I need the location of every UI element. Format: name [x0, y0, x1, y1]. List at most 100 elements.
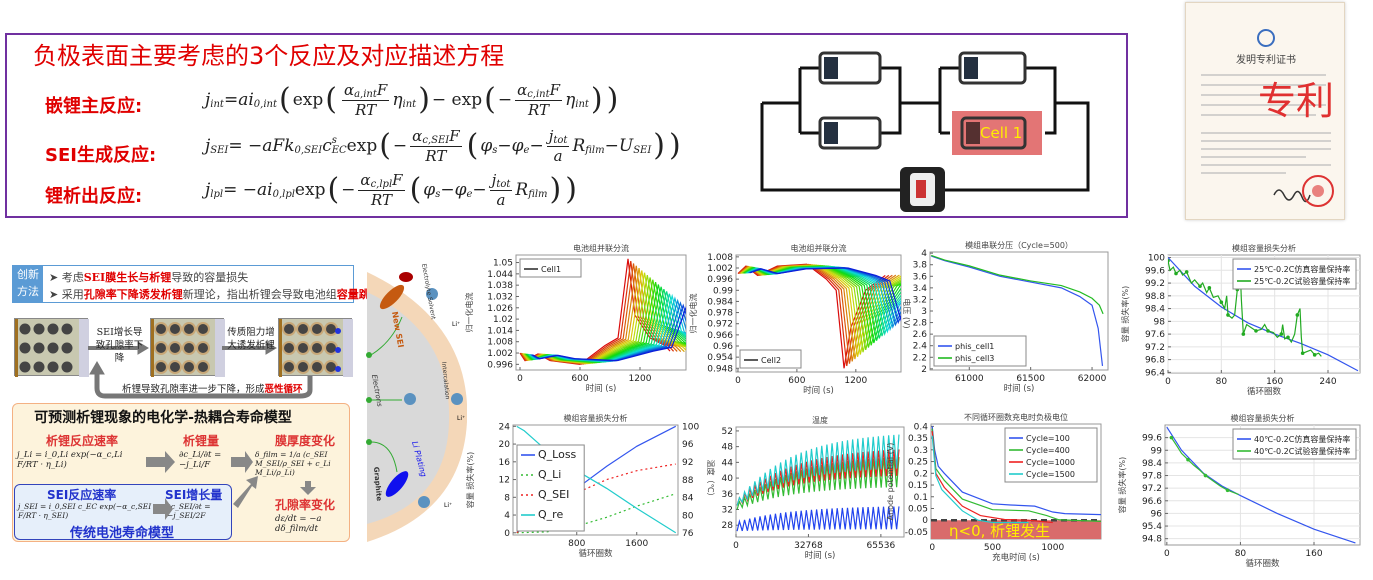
legend-label: Cycle=1000: [1026, 458, 1075, 467]
x-tick-label: 160: [1266, 377, 1283, 387]
legend-label: 40℃-0.2C试验容量保持率: [1254, 446, 1350, 456]
electrode-particles: [15, 319, 89, 377]
y-tick-label: 4: [921, 249, 927, 259]
reaction-label-intercalation: 嵌锂主反应:: [45, 96, 143, 117]
patent-certificate: 发明专利证书: [1185, 2, 1345, 220]
li-plating-icon: [385, 471, 409, 497]
chart-8: 0 80 160 94.8 95.4 96 96.6 97.2 97.8 98.4 99 99.6 模组…: [1117, 413, 1361, 569]
x-axis-label: 循环圈数: [1245, 558, 1280, 569]
x-tick-label: 80: [1235, 549, 1247, 559]
legend-box: [519, 258, 582, 278]
y-tick-label: 0.2: [914, 469, 928, 479]
plating-region: [931, 520, 1101, 539]
legend: Cell1: [519, 258, 582, 278]
y-tick-label: 3.6: [913, 272, 928, 282]
y-tick-label: 0.996: [707, 275, 733, 285]
y-tick-label: 3: [921, 307, 927, 317]
page-title: 负极表面主要考虑的3个反应及对应描述方程: [33, 42, 505, 70]
legend-label: Q_Loss: [538, 448, 577, 461]
data-marker: [1198, 284, 1202, 289]
data-marker: [1279, 332, 1284, 336]
battery-icon: [958, 51, 1027, 85]
series-group: [736, 434, 900, 532]
y-tick-label: 1.032: [487, 292, 513, 302]
series-curve: [737, 263, 886, 369]
x-tick-label: 61000: [955, 374, 984, 384]
y-right-tick-label: 76: [682, 529, 694, 539]
x-tick-label: 600: [571, 374, 588, 384]
series-group: [1166, 426, 1356, 544]
battery-circuit-diagram: Cell 1: [760, 51, 1090, 212]
y-tick-label: 2.2: [913, 353, 927, 363]
y-tick-label: 0.978: [707, 309, 733, 319]
y-tick-label: 1.026: [487, 304, 513, 314]
x-tick-label: 1600: [625, 539, 648, 549]
y-right-tick-label: 100: [682, 422, 699, 432]
reactions-panel: [5, 33, 1128, 218]
patent-document-image: 发明专利证书: [1201, 29, 1334, 207]
legend-box: [516, 444, 585, 532]
series-40℃-0.2C仿真容量保持率: [1166, 426, 1356, 544]
innovation-text: 导致的容量损失: [171, 271, 249, 284]
arrow-icon: [300, 481, 316, 495]
series-40℃-0.2C试验容量保持率: [1170, 437, 1239, 496]
y-axis-label: Anode potential (V): [886, 443, 895, 521]
legend: 40℃-0.2C仿真容量保持率 40℃-0.2C试验容量保持率: [1232, 428, 1357, 460]
plating-annotation: η<0, 析锂发生: [949, 522, 1050, 540]
legend-label: Q_re: [538, 508, 563, 521]
chart-3: 61000 61500 62000 2 2.22.4 2.62.8 3 3.23.4 3.63.…: [913, 240, 1109, 394]
legend: Cycle=100 Cycle=400 Cycle=1000 Cycle=1500: [1004, 427, 1098, 483]
data-marker: [1186, 457, 1190, 462]
model-arrows: [146, 451, 316, 520]
y-tick-label: 0.996: [487, 360, 513, 370]
y-tick-label: 99.6: [1145, 266, 1165, 276]
x-tick-label: 1200: [629, 374, 652, 384]
series-Q_Li: [516, 493, 676, 534]
y-tick-label: 0.966: [707, 331, 733, 341]
chart-4: 0 80 160 240 96.4 96.8 97.2 97.6 98 98.4 98.8 99.2 9…: [1120, 243, 1361, 397]
y-tick-label: 1.008: [487, 338, 513, 348]
x-tick-label: 0: [517, 374, 523, 384]
chart-5: 800 1600 0 4 8 12 16 20 24 76 80 84 88 92 96 100 模组容量损失分…: [465, 413, 716, 559]
y-axis-label: 容量 损失率(%): [465, 452, 475, 508]
x-axis-label: 充电时间 (s): [992, 552, 1040, 563]
step-label-plating: 传质阻力增大诱发析锂: [227, 327, 275, 351]
legend-label: 25℃-0.2C仿真容量保持率: [1254, 264, 1350, 274]
y-tick-label: 12: [499, 476, 510, 486]
innovation-text: SEI膜生长与析锂: [83, 271, 172, 284]
x-tick-label: 160: [1305, 549, 1322, 559]
electrode-state-initial: [14, 318, 89, 377]
y-tick-label: 98.4: [1142, 459, 1162, 469]
y-tick-label: 1.05: [493, 259, 513, 269]
y-axis-label: 容量 损失率(%): [1120, 286, 1130, 342]
x-tick-label: 32768: [794, 541, 823, 551]
y-axis-label-right: 电压 (V): [902, 298, 912, 328]
y-tick-label: 1.002: [487, 349, 513, 359]
y-tick-label: 0.05: [908, 504, 928, 514]
x-tick-label: 0: [1164, 549, 1170, 559]
y-tick-label: 97.2: [1142, 484, 1162, 494]
x-tick-label: 65536: [867, 541, 896, 551]
y-axis-label: 容量 损失率(%): [1117, 457, 1127, 513]
y-tick-label: -0.05: [905, 528, 928, 538]
y-tick-label: 0.954: [707, 353, 733, 363]
li-ion-label: Li⁺: [452, 321, 460, 328]
series-group: [931, 254, 1104, 367]
y-tick-label: 96: [1151, 509, 1163, 519]
x-tick-label: 0: [929, 543, 935, 553]
patent-logo-icon: [1257, 29, 1275, 47]
y-tick-label: 52: [722, 427, 733, 437]
y-tick-label: 96.4: [1145, 368, 1165, 378]
patent-doc-title: 发明专利证书: [1236, 53, 1296, 66]
y-tick-label: 4: [504, 511, 510, 521]
reaction-label-plating: 锂析出反应:: [45, 186, 143, 207]
y-tick-label: 0.948: [707, 364, 733, 374]
x-tick-label: 62000: [1078, 374, 1107, 384]
series-Cycle=1000: [931, 430, 1053, 524]
traditional-model-box: SEI反应速率 j_SEI = i_0,SEI c_EC exp(−α_c,SE…: [14, 484, 232, 541]
film-change-label: 膜厚度变化: [275, 434, 336, 448]
data-marker: [1241, 332, 1246, 336]
seal-icon: [1302, 175, 1334, 207]
